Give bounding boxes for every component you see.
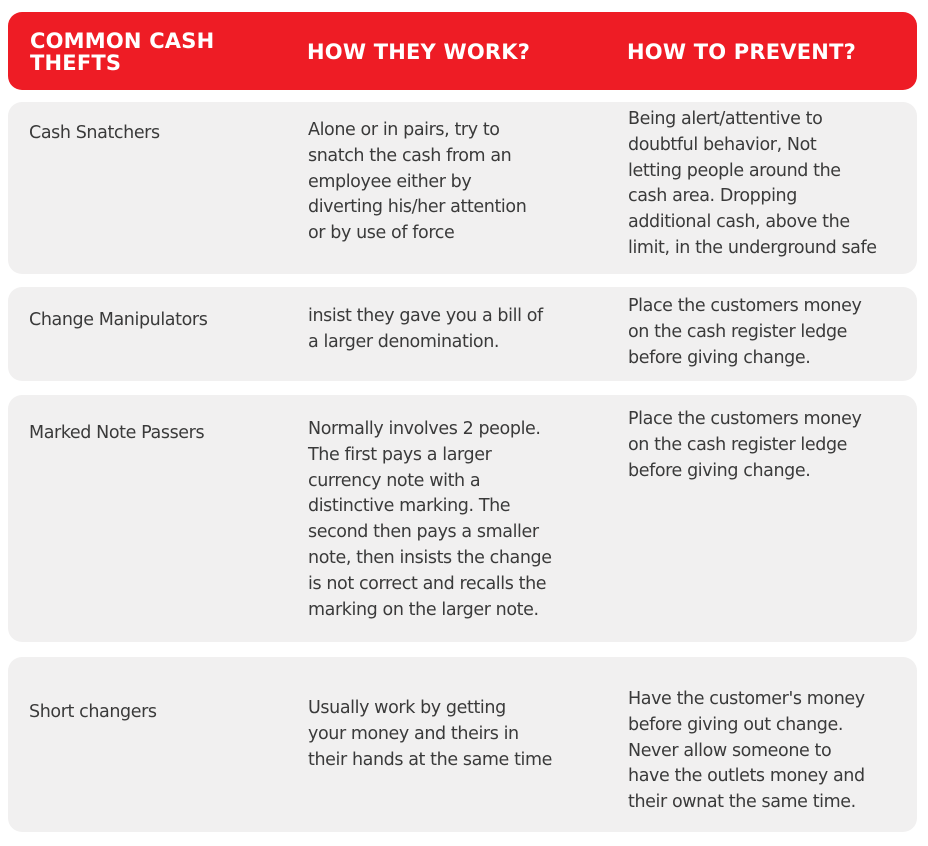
table-header: COMMON CASH THEFTS HOW THEY WORK? HOW TO… <box>8 12 917 90</box>
theft-prevent: Place the customers money on the cash re… <box>628 296 862 368</box>
theft-name: Short changers <box>29 702 157 722</box>
header-how-they-work: HOW THEY WORK? <box>307 40 531 64</box>
table-row: Short changers Usually work by getting y… <box>8 657 917 832</box>
table-row: Change Manipulators insist they gave you… <box>8 287 917 381</box>
theft-name: Change Manipulators <box>29 310 208 330</box>
table-row: Marked Note Passers Normally involves 2 … <box>8 395 917 642</box>
theft-prevent: Have the customer's money before giving … <box>628 689 865 813</box>
theft-how: Usually work by getting your money and t… <box>308 698 553 770</box>
theft-name: Marked Note Passers <box>29 423 205 443</box>
header-how-to-prevent: HOW TO PREVENT? <box>627 40 856 64</box>
theft-how: insist they gave you a bill of a larger … <box>308 306 543 352</box>
theft-prevent: Being alert/attentive to doubtful behavi… <box>628 109 877 258</box>
header-common-cash-thefts: COMMON CASH THEFTS <box>30 29 215 75</box>
theft-how: Alone or in pairs, try to snatch the cas… <box>308 120 527 244</box>
theft-prevent: Place the customers money on the cash re… <box>628 409 862 481</box>
theft-name: Cash Snatchers <box>29 123 160 143</box>
table-row: Cash Snatchers Alone or in pairs, try to… <box>8 102 917 274</box>
theft-how: Normally involves 2 people. The first pa… <box>308 419 552 620</box>
